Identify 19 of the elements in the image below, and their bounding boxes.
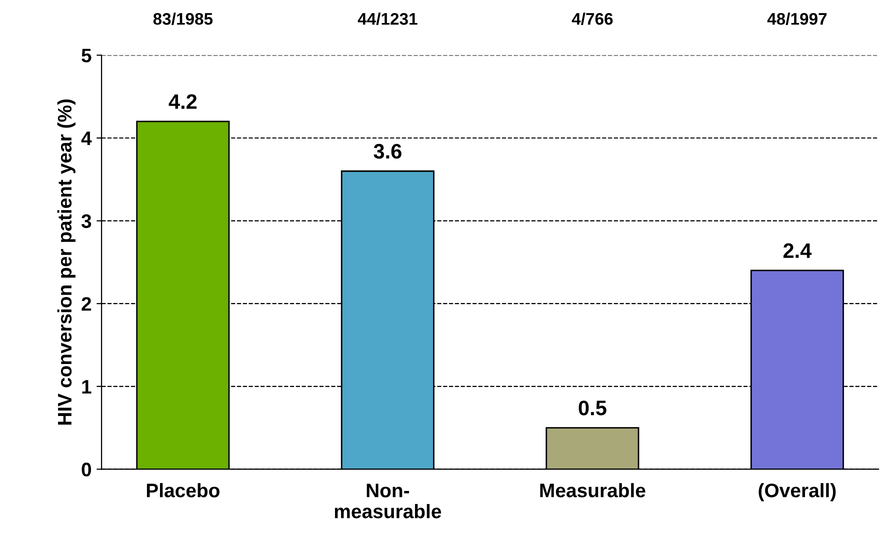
y-axis-title: HIV conversion per patient year (%)	[57, 99, 76, 425]
x-tick-label: (Overall)	[758, 483, 836, 502]
text: 44/1231	[358, 12, 418, 25]
data-label: 2.4	[783, 243, 812, 258]
text: 83/1985	[153, 12, 213, 25]
x-tick-label: Non- measurable	[334, 484, 442, 518]
y-tick-label: 2	[82, 297, 92, 311]
data-label: 0.5	[578, 400, 606, 416]
y-tick-label: 3	[81, 214, 92, 228]
data-label: 3.6	[374, 144, 402, 159]
text: 48/1997	[767, 12, 827, 25]
y-tick-label: 4	[81, 132, 92, 146]
text: 4/766	[572, 12, 613, 25]
y-tick-label: 1	[82, 380, 92, 394]
y-tick-label: 5	[82, 48, 92, 62]
x-tick-label: Measurable	[540, 483, 646, 498]
data-label: 4.2	[168, 94, 197, 109]
y-tick-label: 0	[82, 462, 92, 476]
x-tick-label: Placebo	[146, 483, 220, 498]
